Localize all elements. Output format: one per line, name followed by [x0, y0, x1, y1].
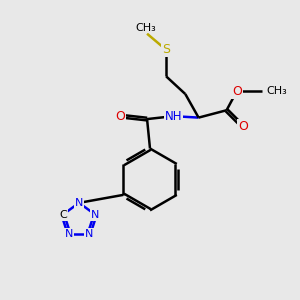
Text: N: N [75, 198, 83, 208]
Text: O: O [116, 110, 125, 123]
Text: N: N [85, 229, 93, 239]
Text: O: O [232, 85, 242, 98]
Text: S: S [162, 44, 170, 56]
Text: O: O [238, 120, 248, 133]
Text: NH: NH [165, 110, 182, 123]
Text: CH₃: CH₃ [266, 86, 287, 96]
Text: CH₃: CH₃ [135, 23, 156, 33]
Text: C: C [59, 210, 67, 220]
Text: N: N [65, 229, 73, 239]
Text: N: N [91, 210, 100, 220]
